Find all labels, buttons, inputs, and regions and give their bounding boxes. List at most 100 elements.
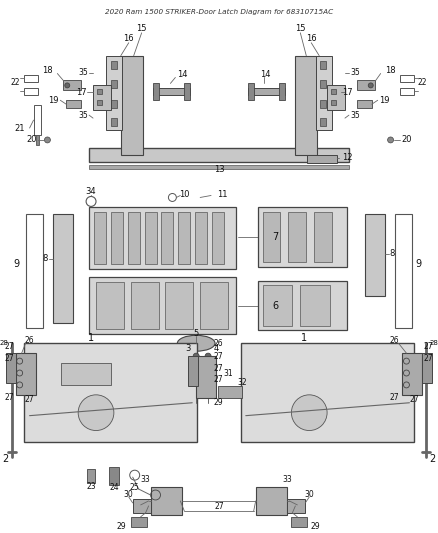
Text: 1: 1 — [301, 333, 307, 343]
Bar — [93, 85, 111, 110]
Text: 27: 27 — [5, 342, 14, 351]
Text: 9: 9 — [14, 259, 20, 269]
Text: 27: 27 — [214, 503, 224, 511]
Text: 4: 4 — [213, 344, 219, 353]
Text: 26: 26 — [25, 336, 35, 345]
Bar — [25, 214, 43, 328]
Bar — [106, 55, 122, 130]
Bar — [320, 100, 326, 108]
Bar — [178, 212, 190, 264]
Text: 35: 35 — [350, 68, 360, 77]
Text: 15: 15 — [295, 25, 306, 34]
Bar — [263, 285, 293, 326]
Text: 20: 20 — [401, 135, 412, 144]
Bar — [331, 100, 336, 105]
Text: 11: 11 — [217, 190, 227, 199]
Text: 24: 24 — [109, 482, 119, 491]
Text: 8: 8 — [390, 249, 395, 259]
Text: 19: 19 — [48, 96, 59, 105]
Text: 34: 34 — [86, 187, 96, 196]
Bar — [287, 499, 305, 513]
Bar — [89, 165, 349, 169]
Bar — [365, 214, 385, 296]
Bar — [131, 517, 147, 527]
Bar — [316, 55, 332, 130]
Text: 3: 3 — [186, 344, 191, 353]
Bar — [128, 212, 140, 264]
Text: 33: 33 — [141, 474, 151, 483]
Text: 14: 14 — [177, 70, 187, 79]
Bar — [133, 499, 151, 513]
Circle shape — [78, 395, 114, 431]
Text: 27: 27 — [424, 353, 433, 362]
Text: 27: 27 — [424, 342, 433, 351]
Bar — [248, 88, 286, 95]
Bar — [279, 84, 286, 100]
Ellipse shape — [177, 335, 215, 351]
Text: 28: 28 — [0, 340, 8, 346]
Text: 23: 23 — [86, 482, 96, 490]
Text: 26: 26 — [390, 336, 399, 345]
Text: 26: 26 — [213, 339, 223, 348]
Text: 35: 35 — [350, 111, 360, 119]
Bar — [395, 214, 413, 328]
Text: 21: 21 — [14, 124, 25, 133]
Bar — [162, 212, 173, 264]
Text: 33: 33 — [283, 474, 292, 483]
Text: 12: 12 — [342, 154, 352, 162]
Text: 22: 22 — [417, 78, 427, 87]
Bar — [151, 487, 182, 515]
Text: 16: 16 — [124, 34, 134, 43]
Bar — [307, 155, 337, 163]
Bar — [96, 282, 124, 329]
Text: 25: 25 — [130, 482, 140, 491]
Text: 2020 Ram 1500 STRIKER-Door Latch Diagram for 68310715AC: 2020 Ram 1500 STRIKER-Door Latch Diagram… — [105, 9, 333, 15]
Bar — [111, 118, 117, 126]
Text: 19: 19 — [379, 96, 390, 105]
Bar — [357, 100, 372, 108]
Bar — [53, 214, 73, 324]
Text: 27: 27 — [25, 395, 35, 405]
Circle shape — [205, 353, 211, 359]
Bar — [111, 61, 117, 69]
Bar — [24, 343, 197, 442]
Text: 18: 18 — [385, 66, 396, 75]
Bar — [291, 517, 307, 527]
Bar — [314, 212, 332, 262]
Circle shape — [388, 137, 394, 143]
Bar — [320, 118, 326, 126]
Bar — [64, 80, 81, 91]
Text: 15: 15 — [136, 25, 147, 34]
Circle shape — [44, 137, 50, 143]
Bar — [248, 84, 254, 100]
Bar — [97, 100, 102, 105]
Text: 7: 7 — [272, 232, 279, 242]
Bar — [400, 88, 414, 95]
Text: 22: 22 — [11, 78, 21, 87]
Text: 10: 10 — [179, 190, 190, 199]
Text: 2: 2 — [429, 454, 435, 464]
Text: 27: 27 — [213, 352, 223, 361]
Bar — [89, 148, 349, 161]
Bar — [35, 135, 39, 145]
Bar — [16, 353, 35, 395]
Text: 16: 16 — [306, 34, 317, 43]
Bar — [94, 212, 106, 264]
Text: 29: 29 — [311, 522, 320, 531]
Text: 35: 35 — [78, 68, 88, 77]
Bar — [6, 353, 16, 383]
Bar — [258, 207, 347, 267]
Bar — [109, 467, 119, 485]
Bar — [131, 282, 159, 329]
Bar — [263, 212, 280, 262]
Text: 30: 30 — [124, 489, 134, 498]
Text: 9: 9 — [415, 259, 421, 269]
Bar — [196, 356, 216, 398]
Bar — [357, 80, 374, 91]
Text: 20: 20 — [26, 135, 37, 144]
Bar — [89, 207, 236, 269]
Bar — [188, 356, 198, 386]
Text: 27: 27 — [5, 353, 14, 362]
Text: 14: 14 — [260, 70, 271, 79]
Bar — [289, 212, 306, 262]
